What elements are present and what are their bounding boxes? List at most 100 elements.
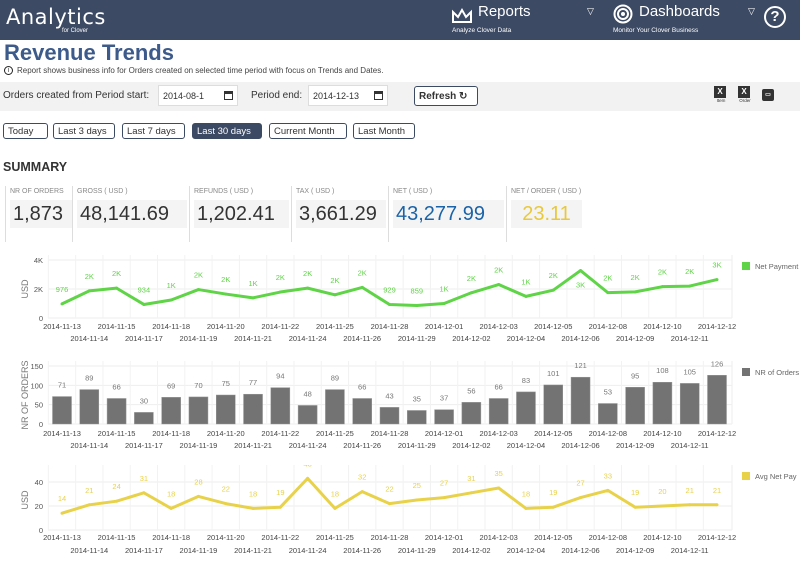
print-button[interactable]: ▭ — [762, 89, 776, 101]
x-tick-label: 2014-12-08 — [589, 429, 627, 438]
quick-range-last-3-days[interactable]: Last 3 days — [53, 123, 115, 139]
data-point — [469, 491, 473, 495]
x-tick-label: 2014-12-06 — [561, 546, 599, 555]
card-label: NET / ORDER ( USD ) — [511, 188, 582, 195]
bar — [325, 389, 345, 425]
excel-icon: X — [738, 86, 750, 98]
data-label: 1K — [248, 279, 257, 288]
data-point — [115, 499, 119, 503]
legend-label: NR of Orders — [755, 368, 799, 377]
data-label: 934 — [138, 285, 151, 294]
end-date-input[interactable]: 2014-12-13 — [308, 85, 388, 106]
data-label: 2K — [603, 274, 612, 283]
data-point — [169, 506, 173, 510]
bar-value-label: 95 — [631, 371, 639, 380]
data-point — [606, 291, 610, 295]
x-tick-label: 2014-11-18 — [152, 533, 190, 542]
x-tick-label: 2014-12-11 — [671, 334, 709, 343]
summary-card: TAX ( USD ) 3,661.29 — [291, 186, 386, 242]
refresh-button[interactable]: Refresh ↻ — [414, 86, 478, 106]
data-point — [360, 490, 364, 494]
quick-range-last-30-days[interactable]: Last 30 days — [192, 123, 262, 139]
x-tick-label: 2014-11-17 — [125, 546, 163, 555]
data-label: 18 — [167, 489, 175, 498]
export-item-excel-button[interactable]: X Item — [714, 86, 728, 103]
help-icon[interactable]: ? — [764, 6, 786, 28]
data-point — [633, 290, 637, 294]
start-date-input[interactable]: 2014-08-1 — [158, 85, 238, 106]
data-point — [115, 286, 119, 290]
card-label: REFUNDS ( USD ) — [194, 188, 254, 195]
bar — [161, 397, 181, 425]
x-tick-label: 2014-11-22 — [261, 322, 299, 331]
legend-swatch — [742, 472, 750, 480]
y-axis-label: USD — [20, 279, 30, 299]
reports-caret-icon[interactable]: ▽ — [587, 6, 594, 16]
card-value: 1,873 — [10, 200, 72, 228]
y-axis-label: USD — [20, 490, 30, 510]
data-point — [688, 503, 692, 507]
data-label: 2K — [303, 269, 312, 278]
bar — [652, 381, 673, 425]
quick-range-today[interactable]: Today — [3, 123, 48, 139]
x-tick-label: 2014-11-20 — [207, 429, 245, 438]
data-label: 2K — [658, 268, 667, 277]
data-label: 18 — [249, 489, 257, 498]
bar-value-label: 89 — [331, 374, 339, 383]
data-label: 2K — [85, 272, 94, 281]
calendar-icon[interactable] — [224, 91, 233, 100]
data-label: 929 — [383, 286, 396, 295]
x-tick-label: 2014-12-01 — [425, 322, 463, 331]
logo[interactable]: Analytics — [6, 5, 106, 29]
x-tick-label: 2014-11-29 — [398, 441, 436, 450]
x-tick-label: 2014-11-28 — [371, 429, 409, 438]
bar — [188, 396, 209, 425]
card-value: 3,661.29 — [296, 200, 386, 228]
data-label: 24 — [112, 482, 120, 491]
bar — [297, 405, 318, 425]
data-label: 19 — [549, 488, 557, 497]
bar — [379, 407, 400, 425]
x-tick-label: 2014-11-28 — [371, 533, 409, 542]
x-tick-label: 2014-11-26 — [343, 441, 381, 450]
card-label: TAX ( USD ) — [296, 188, 335, 195]
x-tick-label: 2014-11-24 — [289, 441, 327, 450]
data-label: 14 — [58, 494, 66, 503]
data-label: 2K — [467, 274, 476, 283]
calendar-icon[interactable] — [374, 91, 383, 100]
x-tick-label: 2014-12-06 — [561, 441, 599, 450]
bar-value-label: 77 — [249, 378, 257, 387]
x-tick-label: 2014-11-29 — [398, 546, 436, 555]
quick-range-current-month[interactable]: Current Month — [269, 123, 347, 139]
data-label: 19 — [631, 488, 639, 497]
quick-range-last-month[interactable]: Last Month — [353, 123, 415, 139]
dashboards-caret-icon[interactable]: ▽ — [748, 6, 755, 16]
bar-value-label: 70 — [194, 381, 202, 390]
x-tick-label: 2014-11-22 — [261, 429, 299, 438]
data-point — [415, 498, 419, 502]
data-point — [278, 290, 282, 294]
quick-range-last-7-days[interactable]: Last 7 days — [122, 123, 185, 139]
page-title: Revenue Trends — [4, 40, 174, 65]
info-text: Report shows business info for Orders cr… — [17, 66, 384, 75]
data-point — [251, 506, 255, 510]
data-label: 2K — [494, 266, 503, 275]
bar — [134, 412, 154, 425]
x-tick-label: 2014-12-04 — [507, 334, 545, 343]
x-tick-label: 2014-11-14 — [70, 441, 108, 450]
data-point — [224, 292, 228, 296]
x-tick-label: 2014-11-17 — [125, 334, 163, 343]
data-label: 31 — [467, 474, 475, 483]
x-tick-label: 2014-11-19 — [180, 334, 218, 343]
x-tick-label: 2014-12-11 — [671, 441, 709, 450]
data-point — [306, 286, 310, 290]
x-tick-label: 2014-12-12 — [698, 533, 736, 542]
bar-value-label: 69 — [167, 381, 175, 390]
data-point — [660, 504, 664, 508]
export-order-excel-button[interactable]: X Order — [738, 86, 752, 103]
data-point — [388, 502, 391, 506]
bar-value-label: 56 — [467, 386, 475, 395]
x-tick-label: 2014-12-08 — [589, 322, 627, 331]
export-order-label: Order — [739, 98, 751, 103]
data-label: 27 — [440, 479, 448, 488]
